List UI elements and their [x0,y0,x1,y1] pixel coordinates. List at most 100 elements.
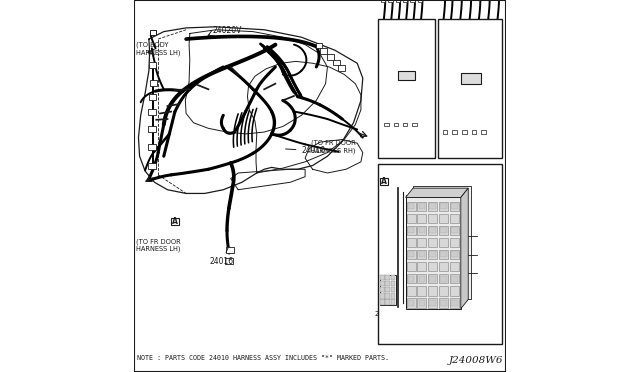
Bar [450,226,459,235]
Text: 25464+B(20A): 25464+B(20A) [456,271,500,276]
Text: (TO FR DOOR
HARNESS RH): (TO FR DOOR HARNESS RH) [310,140,355,154]
Bar [419,251,425,257]
Bar [419,227,425,233]
Text: J24008W6: J24008W6 [449,356,503,365]
Bar [149,62,156,68]
Bar [428,298,437,308]
Bar [406,238,415,247]
Bar [451,300,458,306]
Bar [408,300,415,306]
Bar [451,276,458,282]
Bar [417,262,426,272]
Text: A: A [172,217,178,226]
Bar [450,262,459,272]
Bar [378,19,435,158]
Bar [148,144,156,150]
Text: 25464(10A): 25464(10A) [463,234,500,239]
Bar [462,130,467,134]
Bar [390,287,395,292]
Bar [390,281,395,286]
Bar [148,109,156,115]
Bar [316,43,322,48]
Bar [380,293,385,299]
Text: 24015DA: 24015DA [465,187,495,193]
Bar [385,275,390,280]
Bar [408,276,415,282]
Bar [380,275,396,305]
Bar [378,164,502,344]
Bar [148,126,156,132]
Bar [439,202,448,211]
Bar [150,80,157,86]
Bar [396,0,400,2]
Bar [429,300,436,306]
Bar [408,251,415,257]
Bar [406,286,415,296]
Bar [428,274,437,283]
Text: A: A [381,177,387,186]
Bar [380,287,385,292]
Bar [385,299,390,305]
Bar [408,227,415,233]
Bar [439,298,448,308]
Bar [428,262,437,272]
Bar [417,298,426,308]
Bar [385,123,389,126]
Bar [428,202,437,211]
Bar [440,276,447,282]
Text: 25419N: 25419N [435,177,463,186]
Bar [406,198,461,309]
Bar [408,203,415,209]
Text: (TO FR DOOR
HARNESS LH): (TO FR DOOR HARNESS LH) [136,238,180,252]
Bar [406,250,415,259]
Text: 24010: 24010 [285,146,326,155]
Bar [410,0,415,2]
Bar [380,275,385,280]
Bar [439,226,448,235]
Bar [227,247,234,253]
Bar [439,250,448,259]
Bar [451,227,458,233]
Bar [439,274,448,283]
Bar [150,30,156,35]
Bar [417,202,426,211]
Bar [320,48,326,54]
Bar [429,227,436,233]
Bar [428,214,437,223]
Bar [385,293,390,299]
Bar [450,238,459,247]
Text: 24020V: 24020V [212,26,241,35]
Bar [450,214,459,223]
Text: 24312P: 24312P [380,234,405,240]
Bar [406,262,415,272]
Text: NOTE : PARTS CODE 24010 HARNESS ASSY INCLUDES "*" MARKED PARTS.: NOTE : PARTS CODE 24010 HARNESS ASSY INC… [137,355,389,361]
Polygon shape [452,203,460,212]
Bar [461,73,481,84]
Bar [380,178,388,185]
Bar [403,0,408,2]
Bar [398,71,415,80]
Bar [385,281,390,286]
Bar [439,262,448,272]
Bar [428,286,437,296]
Bar [406,298,415,308]
Bar [429,276,436,282]
Bar [429,203,436,209]
Bar [417,286,426,296]
Bar [440,251,447,257]
Bar [406,226,415,235]
Bar [439,238,448,247]
Bar [390,299,395,305]
Text: 25464+A(19A): 25464+A(19A) [456,252,500,257]
Bar [385,287,390,292]
Bar [450,286,459,296]
Bar [406,214,415,223]
Text: 24016: 24016 [209,248,234,266]
Text: WITHOUT FES: WITHOUT FES [380,23,431,32]
Text: (TO BODY
HARNESS LH): (TO BODY HARNESS LH) [136,42,180,56]
Text: 24016: 24016 [440,118,463,124]
Bar [390,275,395,280]
Bar [172,218,179,225]
Bar [406,202,415,211]
Bar [443,130,447,134]
